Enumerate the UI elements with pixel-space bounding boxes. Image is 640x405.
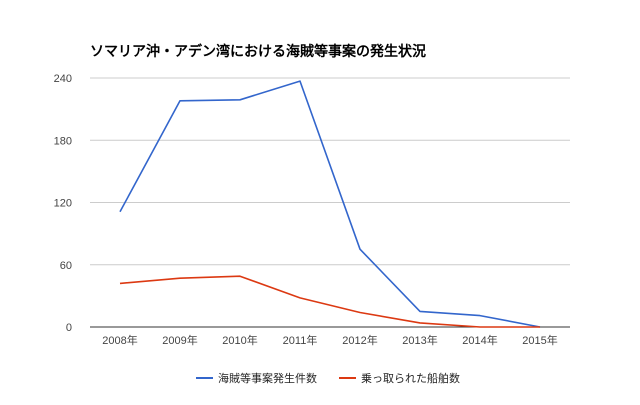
- x-tick-label: 2008年: [102, 333, 137, 347]
- x-tick-label: 2013年: [402, 333, 437, 347]
- legend: 海賊等事案発生件数 乗っ取られた船舶数: [196, 371, 460, 385]
- data-point: [478, 325, 482, 329]
- data-point: [178, 276, 182, 280]
- data-point: [178, 99, 182, 103]
- legend-label: 乗っ取られた船舶数: [361, 371, 460, 385]
- axes: 0 60 120 180 240 2008年 2009年 2010年 2011年 2012年 201…: [54, 73, 570, 347]
- data-point: [358, 247, 362, 251]
- data-point: [118, 281, 122, 285]
- chart-title: ソマリア沖・アデン湾における海賊等事案の発生状況: [90, 44, 426, 60]
- y-tick-label: 60: [60, 260, 72, 272]
- data-point: [238, 98, 242, 102]
- data-point: [478, 314, 482, 318]
- series: [118, 79, 542, 329]
- data-point: [418, 309, 422, 313]
- data-point: [298, 79, 302, 83]
- series-line-2: [119, 275, 540, 328]
- y-tick-label: 0: [66, 322, 72, 334]
- legend-label: 海賊等事案発生件数: [218, 371, 317, 385]
- x-tick-label: 2010年: [222, 333, 257, 347]
- x-tick-label: 2009年: [162, 333, 197, 347]
- series-line-1: [119, 80, 541, 328]
- y-tick-label: 240: [54, 73, 72, 85]
- data-point: [298, 296, 302, 300]
- x-tick-label: 2012年: [342, 333, 377, 347]
- data-point: [118, 210, 122, 214]
- x-tick-label: 2011年: [283, 333, 318, 347]
- data-point: [418, 321, 422, 325]
- data-point: [538, 325, 542, 329]
- x-tick-label: 2015年: [522, 333, 557, 347]
- y-tick-label: 120: [54, 198, 72, 210]
- x-tick-label: 2014年: [462, 333, 497, 347]
- gridlines: [90, 77, 570, 266]
- y-tick-label: 180: [54, 135, 72, 147]
- data-point: [238, 274, 242, 278]
- data-point: [358, 310, 362, 314]
